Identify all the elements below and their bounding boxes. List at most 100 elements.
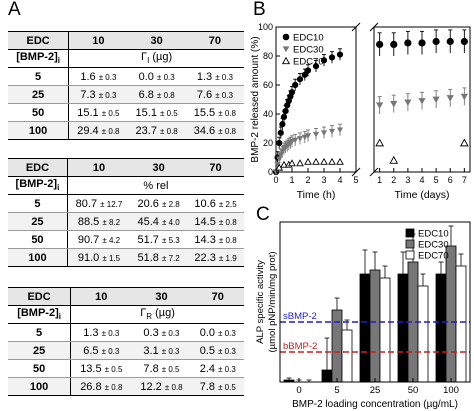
cell-value: 29.4 (77, 124, 99, 137)
table-surface-density-remaining: EDC 10 30 70 [BMP-2]i ΓR (µg) 5 1.3 ± 0.3… (8, 287, 244, 396)
cell-error: ± 0.5 (218, 382, 236, 392)
cell-value: 26.8 (80, 380, 102, 393)
panel-label-c: C (256, 204, 270, 225)
row-label-header: [BMP-2]i (8, 49, 70, 68)
x-tick-label: 5 (353, 175, 358, 185)
cell-value: 10.6 (194, 197, 216, 210)
table-cell: 88.5 ± 8.2 (67, 212, 131, 231)
cell-value: 6.8 (138, 88, 154, 101)
table-row: 100 91.0 ± 1.5 51.8 ± 7.2 22.3 ± 1.9 (8, 248, 244, 267)
data-point (304, 67, 312, 74)
table-cell: 29.4 ± 0.8 (68, 121, 128, 140)
cell-error: ± 0.8 (164, 382, 183, 392)
table-cell: 22.3 ± 1.9 (187, 248, 244, 267)
cell-error: ± 8.2 (102, 217, 121, 227)
data-point (287, 140, 294, 147)
cell-error: ± 0.3 (218, 328, 236, 338)
table-cell: 1.3 ± 0.3 (70, 323, 132, 342)
row-concentration: 100 (8, 121, 70, 140)
cell-value: 0.0 (199, 326, 215, 339)
row-concentration: 50 (8, 359, 72, 378)
col-header: 30 (130, 158, 188, 177)
edc-header: EDC (8, 31, 70, 50)
data-point (304, 133, 312, 139)
data-point (446, 95, 454, 102)
cell-value: 91.0 (77, 251, 100, 264)
bar (331, 309, 343, 383)
col-header: 70 (187, 158, 244, 177)
cell-value: 1.3 (83, 326, 99, 339)
row-concentration: 50 (8, 230, 68, 249)
data-point (288, 89, 296, 96)
table-row: 100 29.4 ± 0.8 23.7 ± 0.8 34.6 ± 0.8 (8, 121, 244, 140)
table-cell: 0.0 ± 0.3 (191, 323, 244, 342)
cell-error: ± 0.3 (215, 90, 233, 100)
cell-value: 2.4 (199, 362, 215, 375)
data-point (280, 113, 288, 120)
cell-error: ± 4.0 (161, 217, 180, 227)
row-concentration: 5 (8, 67, 70, 86)
cell-value: 90.7 (77, 233, 100, 246)
table-cell: 15.1 ± 0.5 (127, 103, 186, 122)
table-row: 5 1.3 ± 0.3 0.3 ± 0.3 0.0 ± 0.3 (8, 323, 244, 342)
data-point (312, 131, 320, 138)
cell-value: 0.5 (199, 344, 215, 357)
table-row: 100 26.8 ± 0.8 12.2 ± 0.8 7.8 ± 0.5 (8, 377, 244, 396)
data-point (446, 37, 454, 46)
data-point (320, 130, 328, 136)
x-tick-label: 2 (305, 175, 310, 185)
data-point (274, 162, 281, 168)
data-point (375, 138, 385, 147)
x-axis-label: BMP-2 loading concentration (µg/mL) (292, 399, 458, 410)
cell-error: ± 0.3 (161, 346, 180, 356)
table-cell: 15.5 ± 0.8 (185, 103, 244, 122)
y-axis-label: BMP-2 released amount (%) (250, 36, 261, 162)
data-point (285, 141, 292, 148)
data-point (280, 160, 288, 168)
x-tick-label: 25 (370, 385, 381, 396)
data-point (376, 102, 384, 109)
table-row: 50 13.5 ± 0.5 7.8 ± 0.5 2.4 ± 0.3 (8, 359, 244, 378)
table-row: 25 6.5 ± 0.3 3.1 ± 0.3 0.5 ± 0.3 (8, 341, 244, 360)
bar (445, 245, 457, 383)
col-header: 30 (131, 287, 192, 306)
table-cell: 7.8 ± 0.5 (191, 377, 244, 396)
y-tick-label: 0 (268, 167, 273, 177)
table-cell: 1.6 ± 0.3 (68, 67, 128, 86)
cell-error: ± 0.3 (215, 72, 233, 82)
cell-error: ± 0.5 (101, 108, 120, 118)
legend-marker (282, 46, 290, 53)
data-point (312, 63, 320, 70)
cell-error: ± 0.8 (156, 90, 175, 100)
axis-break (369, 167, 379, 177)
col-header: 10 (70, 287, 132, 306)
table-row: 5 80.7 ± 12.7 20.6 ± 2.8 10.6 ± 2.5 (8, 194, 244, 213)
data-point (404, 39, 412, 47)
x-tick-label: 4 (337, 175, 342, 185)
cell-error: ± 0.3 (218, 346, 236, 356)
y-axis-label: ALP specific activity (255, 260, 266, 344)
data-point (285, 97, 292, 105)
axis-break (351, 22, 361, 32)
table-cell: 0.0 ± 0.3 (127, 67, 186, 86)
legend-swatch (405, 228, 415, 238)
table-cell: 12.2 ± 0.8 (131, 377, 192, 396)
panel-label-a: A (8, 0, 21, 20)
cell-value: 15.5 (193, 106, 216, 119)
table-cell: 20.6 ± 2.8 (130, 194, 188, 213)
data-point (279, 149, 286, 155)
legend-swatch (405, 239, 415, 249)
data-point (390, 100, 398, 108)
data-point (282, 108, 289, 115)
x-tick-label: 1 (289, 175, 294, 185)
table-cell: 0.5 ± 0.3 (191, 341, 244, 360)
table-cell: 91.0 ± 1.5 (67, 248, 131, 267)
data-point (288, 159, 296, 167)
cell-value: 7.8 (143, 362, 159, 375)
data-point (418, 39, 426, 47)
data-point (301, 134, 308, 141)
legend-marker (282, 33, 290, 41)
row-concentration: 50 (8, 103, 70, 122)
cell-value: 0.3 (143, 326, 159, 339)
cell-error: ± 2.8 (161, 199, 180, 209)
